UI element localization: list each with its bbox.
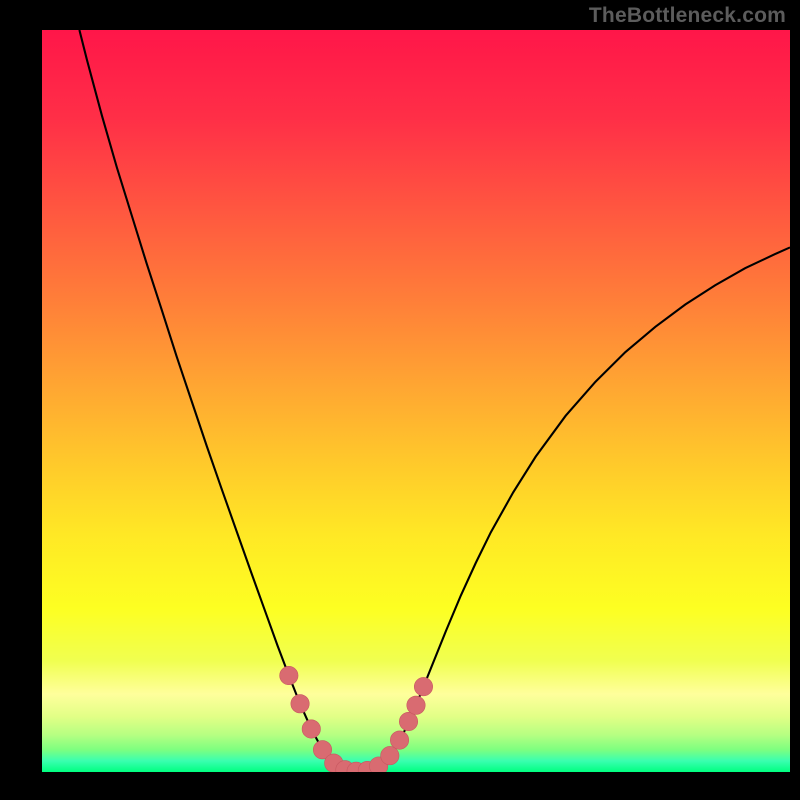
- watermark-text: TheBottleneck.com: [589, 4, 786, 28]
- curve-marker: [302, 720, 320, 738]
- curve-marker: [407, 696, 425, 714]
- curve-marker: [414, 677, 432, 695]
- curve-marker: [291, 695, 309, 713]
- plot-svg: [42, 30, 790, 772]
- gradient-background: [42, 30, 790, 772]
- plot-area: [42, 30, 790, 772]
- curve-marker: [381, 746, 399, 764]
- curve-marker: [399, 712, 417, 730]
- curve-marker: [390, 731, 408, 749]
- curve-marker: [280, 666, 298, 684]
